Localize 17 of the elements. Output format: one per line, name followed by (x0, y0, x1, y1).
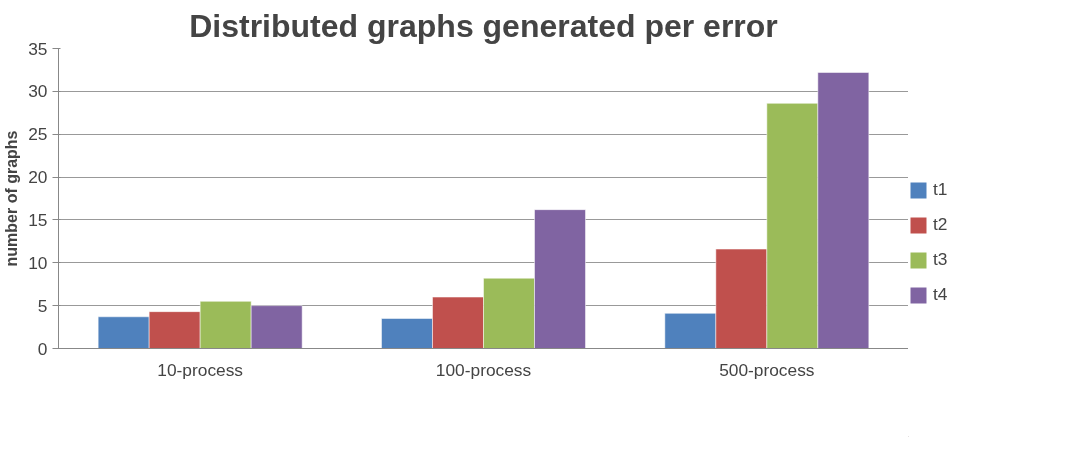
legend-label: t2 (933, 214, 949, 235)
x-tick-label: 10-process (157, 359, 244, 380)
y-axis-title: number of graphs (3, 130, 21, 267)
y-tick-label: 15 (28, 209, 48, 230)
y-tick-label: 25 (28, 124, 48, 145)
y-tick-label: 35 (28, 38, 48, 59)
legend-label: t1 (933, 179, 949, 200)
y-tick-label: 30 (28, 81, 48, 102)
x-tick-label: 500-process (719, 359, 815, 380)
y-tick-label: 5 (37, 295, 48, 316)
x-tick-label: 100-process (435, 359, 532, 380)
y-tick-label: 20 (28, 167, 48, 188)
y-tick-label: 0 (37, 338, 48, 359)
y-tick-label: 10 (28, 252, 48, 273)
legend-label: t3 (933, 249, 949, 270)
legend-label: t4 (933, 284, 949, 305)
chart-title: Distributed graphs generated per error (189, 7, 778, 44)
